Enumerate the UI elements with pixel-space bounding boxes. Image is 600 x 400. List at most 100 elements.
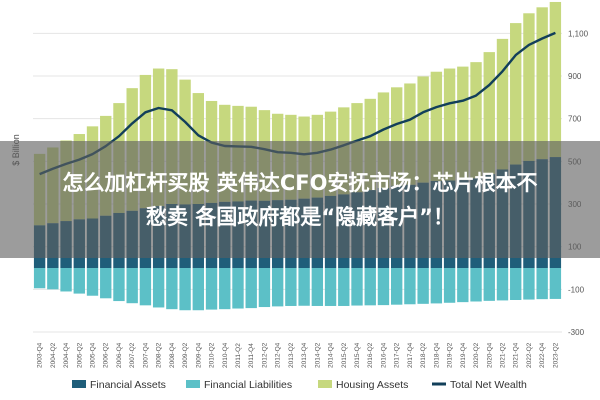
housing-assets-bar (496, 38, 509, 170)
housing-assets-bar (166, 69, 178, 204)
x-tick-label: 2019-Q2 (447, 342, 454, 368)
financial-liabilities-bar (86, 268, 99, 296)
x-axis-ticks: 2003-Q4 2004-Q2 2004-Q4 2005-Q2 2005-Q4 2006-… (37, 342, 560, 368)
housing-assets-bar (536, 7, 548, 160)
x-tick-label: 2014-Q4 (328, 342, 335, 368)
financial-liabilities-bar (113, 268, 125, 302)
financial-liabilities-bar (219, 268, 231, 310)
x-tick-label: 2015-Q4 (354, 342, 361, 368)
legend-swatch (72, 380, 86, 388)
housing-assets-bar (523, 13, 535, 161)
x-tick-label: 2013-Q4 (301, 342, 308, 368)
financial-liabilities-bar (285, 268, 297, 306)
x-tick-label: 2012-Q4 (275, 342, 282, 368)
financial-liabilities-bar (258, 268, 271, 308)
headline-line-2: 愁卖 各国政府都是“隐藏客户”！ (146, 204, 454, 229)
legend: Financial Assets Financial Liabilities Hou… (72, 379, 527, 391)
housing-assets-bar (457, 66, 469, 181)
housing-assets-bar (377, 92, 390, 188)
financial-liabilities-bar (139, 268, 152, 306)
x-tick-label: 2007-Q2 (129, 342, 136, 368)
legend-label: Financial Liabilities (204, 379, 292, 391)
housing-assets-bar (417, 76, 429, 183)
housing-assets-bar (443, 68, 456, 181)
housing-assets-bar (430, 71, 443, 181)
financial-liabilities-bar (549, 268, 562, 299)
x-tick-label: 2010-Q2 (209, 342, 216, 368)
headline-banner: 怎么加杠杆买股 英伟达CFO安抚市场：芯片根本不 愁卖 各国政府都是“隐藏客户”… (0, 141, 600, 258)
financial-liabilities-bar (457, 268, 469, 303)
x-tick-label: 2008-Q2 (156, 342, 163, 368)
financial-liabilities-bar (364, 268, 376, 306)
housing-assets-bar (510, 23, 522, 165)
x-tick-label: 2011-Q2 (235, 343, 242, 368)
financial-liabilities-bar (100, 268, 112, 299)
financial-liabilities-bar (166, 268, 178, 310)
x-tick-label: 2020-Q4 (486, 342, 493, 368)
x-tick-label: 2023-Q2 (552, 342, 559, 368)
legend-swatch (318, 380, 332, 388)
x-tick-label: 2011-Q4 (248, 343, 255, 368)
x-tick-label: 2020-Q2 (473, 342, 480, 368)
housing-assets-bar (483, 52, 495, 175)
x-tick-label: 2016-Q4 (380, 342, 387, 368)
financial-liabilities-bar (311, 268, 324, 306)
financial-liabilities-bar (245, 268, 257, 309)
y-tick-label: -100 (568, 285, 585, 294)
y-tick-label: -300 (568, 328, 585, 337)
y-tick-label: 1,100 (568, 29, 589, 38)
financial-liabilities-bar (404, 268, 416, 305)
x-tick-label: 2022-Q2 (526, 342, 533, 368)
x-tick-label: 2008-Q4 (169, 342, 176, 368)
housing-assets-bar (391, 87, 403, 186)
financial-liabilities-bar (523, 268, 535, 300)
x-tick-label: 2019-Q4 (460, 342, 467, 368)
financial-liabilities-bar (271, 268, 284, 307)
x-tick-label: 2013-Q2 (288, 342, 295, 368)
financial-liabilities-bar (377, 268, 390, 306)
financial-liabilities-bar (47, 268, 59, 290)
financial-liabilities-bar (126, 268, 138, 304)
headline-line-1: 怎么加杠杆买股 英伟达CFO安抚市场：芯片根本不 (62, 170, 538, 195)
x-tick-label: 2003-Q4 (37, 342, 44, 368)
x-tick-label: 2010-Q4 (222, 342, 229, 368)
financial-liabilities-bar (179, 268, 191, 311)
x-tick-label: 2009-Q4 (195, 342, 202, 368)
financial-liabilities-bar (152, 268, 165, 308)
financial-liabilities-bar (430, 268, 443, 304)
financial-liabilities-bar (351, 268, 363, 306)
x-tick-label: 2018-Q4 (433, 342, 440, 368)
housing-assets-bar (470, 62, 482, 179)
legend-label: Total Net Wealth (450, 379, 527, 391)
x-tick-label: 2015-Q2 (341, 342, 348, 368)
financial-liabilities-bar (205, 268, 218, 310)
x-tick-label: 2021-Q4 (513, 342, 520, 368)
x-tick-label: 2006-Q4 (116, 342, 123, 368)
x-tick-label: 2004-Q4 (63, 342, 70, 368)
x-tick-label: 2018-Q2 (420, 342, 427, 368)
x-tick-label: 2016-Q2 (367, 342, 374, 368)
y-tick-label: 900 (568, 72, 582, 81)
financial-liabilities-bar (338, 268, 350, 306)
financial-liabilities-bar (391, 268, 403, 305)
x-tick-label: 2014-Q2 (314, 342, 321, 368)
legend-swatch (186, 380, 200, 388)
x-tick-label: 2004-Q2 (50, 342, 57, 368)
x-tick-label: 2007-Q4 (142, 342, 149, 368)
x-tick-label: 2017-Q2 (394, 342, 401, 368)
legend-label: Housing Assets (336, 379, 408, 391)
housing-assets-bar (549, 1, 562, 158)
financial-liabilities-bar (496, 268, 509, 301)
y-tick-label: 700 (568, 115, 582, 124)
financial-liabilities-bar (192, 268, 204, 311)
x-tick-label: 2005-Q4 (90, 342, 97, 368)
financial-liabilities-bar (417, 268, 429, 304)
financial-liabilities-bar (232, 268, 244, 309)
financial-liabilities-bar (298, 268, 310, 306)
x-tick-label: 2005-Q2 (76, 342, 83, 368)
housing-assets-bar (404, 83, 416, 185)
financial-liabilities-bar (73, 268, 85, 294)
legend-label: Financial Assets (90, 379, 166, 391)
financial-liabilities-bar (324, 268, 337, 306)
x-tick-label: 2021-Q2 (499, 342, 506, 368)
